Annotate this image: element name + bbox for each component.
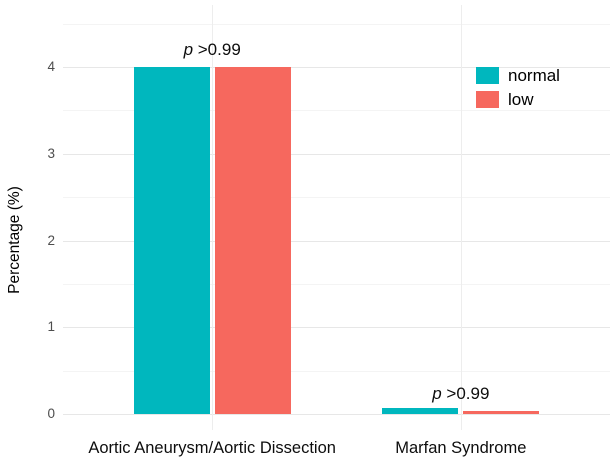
- gridline-major: [63, 414, 610, 415]
- y-tick-label: 4: [47, 59, 55, 74]
- p-italic: p: [183, 40, 194, 60]
- y-tick-label: 2: [47, 232, 55, 248]
- legend-label: low: [508, 90, 534, 109]
- p-value-annotation: p >0.99: [142, 40, 282, 59]
- gridline-minor: [63, 197, 610, 199]
- y-tick-label: 1: [47, 319, 55, 335]
- gridline-vertical: [460, 5, 462, 430]
- legend-swatch-low: [476, 91, 499, 108]
- legend: normal low: [476, 66, 560, 114]
- bar-normal: [133, 67, 210, 414]
- p-value-annotation: p >0.99: [391, 384, 531, 403]
- p-value-text: >0.99: [193, 40, 241, 60]
- legend-item-low: low: [476, 90, 560, 109]
- gridline-major: [63, 327, 610, 329]
- gridline-minor: [63, 283, 610, 285]
- p-italic: p: [432, 383, 442, 403]
- x-category-label: Marfan Syndrome: [395, 439, 527, 457]
- legend-label: normal: [508, 66, 560, 85]
- gridline-minor: [63, 110, 610, 112]
- gridline-major: [63, 240, 610, 242]
- plot-panel: [63, 5, 610, 430]
- p-value-text: >0.99: [441, 383, 490, 403]
- gridline-major: [63, 67, 610, 68]
- gridline-vertical: [212, 5, 214, 430]
- y-tick-label: 3: [47, 145, 55, 161]
- bar-low: [463, 411, 540, 414]
- bar-low: [214, 67, 291, 414]
- legend-swatch-normal: [476, 67, 499, 84]
- gridline-minor: [63, 23, 610, 25]
- x-category-label: Aortic Aneurysm/Aortic Dissection: [88, 439, 336, 457]
- bar-normal: [382, 408, 459, 414]
- legend-item-normal: normal: [476, 66, 560, 85]
- gridline-minor: [63, 370, 610, 372]
- gridline-major: [63, 153, 610, 155]
- y-tick-label: 0: [47, 406, 55, 421]
